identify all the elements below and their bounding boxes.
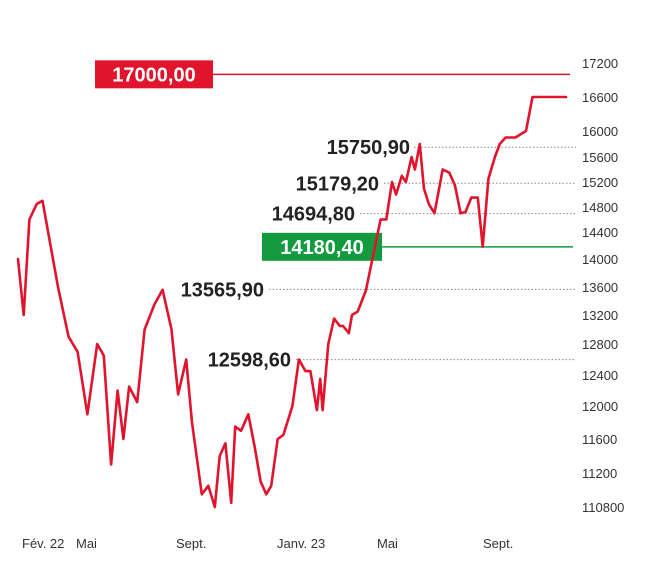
level-label-box [95,60,213,89]
line-series [16,95,568,509]
level-label: 15179,20 [296,173,379,195]
y-tick-label: 12800 [582,337,618,352]
y-tick-label: 14400 [582,225,618,240]
level-label: 17000,00 [112,64,195,86]
level-label: 13565,90 [181,279,264,301]
y-tick-label: 13200 [582,308,618,323]
y-axis-ticks: 17200 16600 16000 15600 15200 14800 14400 14000… [582,56,624,515]
x-tick-label: Fév. 22 [22,536,64,551]
x-tick-label: Janv. 23 [277,536,325,551]
level-label: 14180,40 [280,237,363,259]
y-tick-label: 17200 [582,56,618,71]
y-tick-label: 110800 [582,500,624,515]
y-tick-label: 12400 [582,368,618,383]
y-tick-label: 14000 [582,252,618,267]
y-tick-label: 12000 [582,399,618,414]
level-label: 14694,80 [272,204,355,226]
y-tick-label: 15600 [582,150,618,165]
level-lines: 17000,00 15750,90 15179,20 14694,80 14180,40… [95,60,576,372]
y-tick-label: 16000 [582,124,618,139]
y-tick-label: 11600 [582,432,617,447]
x-tick-label: Mai [377,536,398,551]
x-tick-label: Mai [76,536,97,551]
y-tick-label: 14800 [582,200,618,215]
y-tick-label: 13600 [582,280,618,295]
series-line [16,95,568,509]
y-tick-label: 16600 [582,90,618,105]
y-tick-label: 15200 [582,175,618,190]
x-tick-label: Sept. [483,536,513,551]
level-label: 15750,90 [327,137,410,159]
y-tick-label: 11200 [582,466,617,481]
level-label: 12598,60 [208,350,291,372]
x-axis-ticks: Fév. 22 Mai Sept. Janv. 23 Mai Sept. [22,536,513,551]
level-label-box [262,232,382,261]
x-tick-label: Sept. [176,536,206,551]
